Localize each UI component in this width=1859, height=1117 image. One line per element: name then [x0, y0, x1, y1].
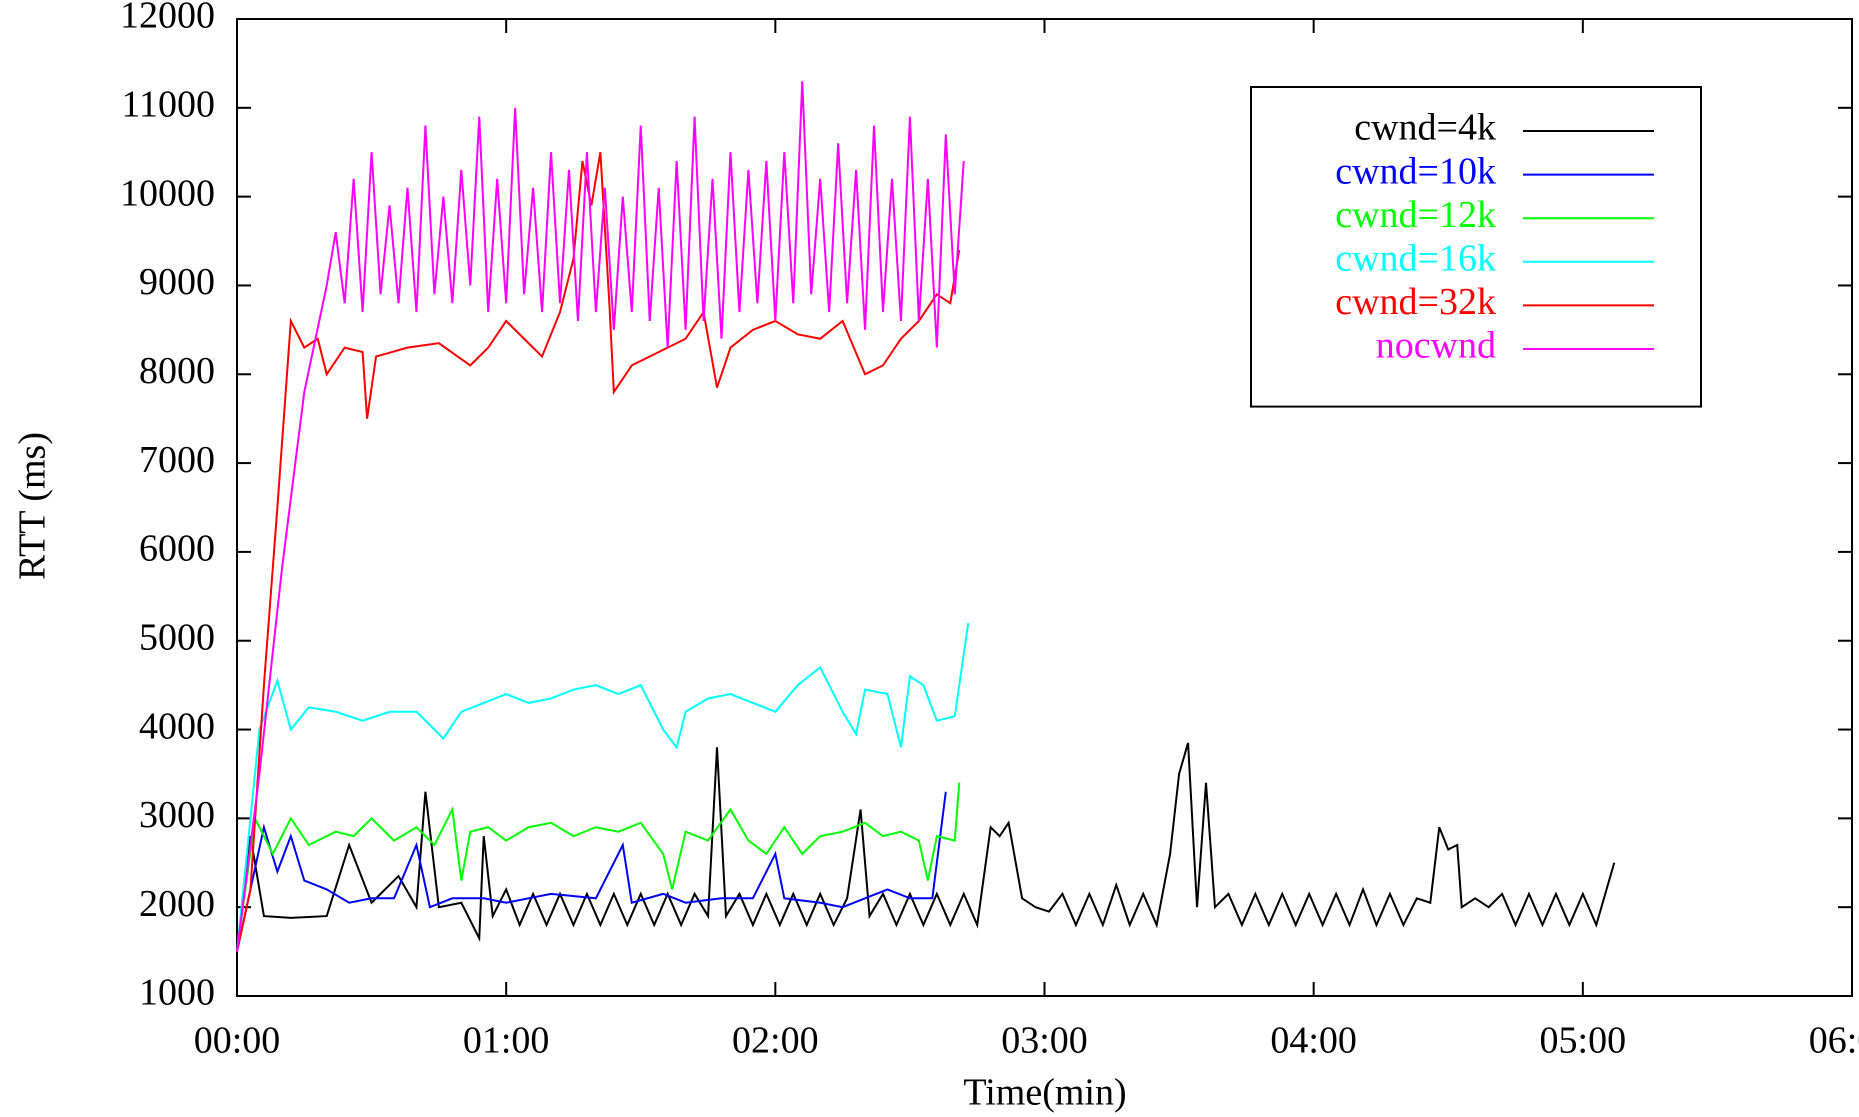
series-line: [236, 742, 1616, 952]
legend-label: cwnd=4k: [1354, 107, 1496, 149]
x-axis-label: Time(min): [963, 1072, 1126, 1114]
y-tick-label: 3000: [139, 794, 215, 836]
series-line: [236, 152, 961, 952]
x-tick-label: 03:00: [1001, 1020, 1088, 1062]
legend-label: cwnd=10k: [1335, 150, 1496, 192]
y-tick-label: 11000: [121, 84, 215, 126]
legend-box: [1250, 86, 1702, 408]
x-tick-label: 05:00: [1540, 1020, 1627, 1062]
series-line: [236, 791, 947, 952]
y-tick-label: 7000: [139, 439, 215, 481]
y-tick-label: 1000: [139, 972, 215, 1014]
y-tick-label: 2000: [139, 883, 215, 925]
legend-label: cwnd=16k: [1335, 238, 1496, 280]
x-tick-label: 06:00: [1809, 1020, 1859, 1062]
y-tick-label: 9000: [139, 261, 215, 303]
x-tick-label: 04:00: [1270, 1020, 1357, 1062]
y-tick-label: 6000: [139, 528, 215, 570]
y-axis-label: RTT (ms): [12, 432, 54, 580]
y-tick-label: 8000: [139, 350, 215, 392]
legend-label: cwnd=12k: [1335, 194, 1496, 236]
y-tick-label: 5000: [139, 616, 215, 658]
y-tick-label: 4000: [139, 705, 215, 747]
x-tick-label: 02:00: [732, 1020, 819, 1062]
x-tick-label: 01:00: [463, 1020, 550, 1062]
legend-label: nocwnd: [1376, 325, 1496, 367]
x-tick-label: 00:00: [194, 1020, 281, 1062]
series-line: [236, 81, 965, 952]
series-line: [236, 782, 961, 952]
series-line: [236, 622, 970, 952]
y-tick-label: 10000: [120, 172, 215, 214]
y-tick-label: 12000: [120, 0, 215, 37]
legend-label: cwnd=32k: [1335, 281, 1496, 323]
